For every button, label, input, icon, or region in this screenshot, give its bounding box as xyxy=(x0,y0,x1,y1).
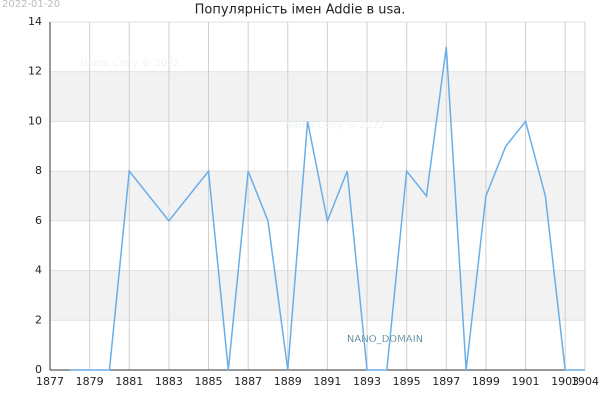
x-tick-label: 1883 xyxy=(155,375,183,388)
x-tick-label: 1885 xyxy=(195,375,223,388)
x-tick-label: 1887 xyxy=(234,375,262,388)
grid-band xyxy=(50,270,585,321)
y-tick-label: 6 xyxy=(35,214,42,227)
y-tick-label: 12 xyxy=(28,65,42,78)
x-tick-label: 1901 xyxy=(512,375,540,388)
badge: NANO_DOMAIN xyxy=(347,334,423,345)
x-tick-label: 1881 xyxy=(115,375,143,388)
x-tick-label: 1895 xyxy=(393,375,421,388)
watermark: Name Ceny © 2022 xyxy=(285,120,385,131)
y-tick-label: 14 xyxy=(28,15,42,28)
y-tick-label: 8 xyxy=(35,164,42,177)
x-tick-label: 1899 xyxy=(472,375,500,388)
x-tick-label: 1897 xyxy=(432,375,460,388)
chart-title: Популярність імен Addie в usa. xyxy=(195,3,406,18)
x-tick-label: 1889 xyxy=(274,375,302,388)
x-tick-label: 1903 xyxy=(551,375,579,388)
watermark: Name Ceny © 2022 xyxy=(150,203,250,214)
x-tick-label: 1904 xyxy=(571,375,599,388)
grid-band xyxy=(50,71,585,122)
x-tick-label: 1891 xyxy=(313,375,341,388)
x-tick-label: 1877 xyxy=(36,375,64,388)
y-tick-label: 2 xyxy=(35,313,42,326)
x-tick-label: 1893 xyxy=(353,375,381,388)
x-tick-label: 1879 xyxy=(76,375,104,388)
y-tick-label: 4 xyxy=(35,264,42,277)
watermark: Name Ceny © 2022 xyxy=(80,58,180,69)
date: 2022-01-20 xyxy=(2,0,60,10)
y-tick-label: 10 xyxy=(28,114,42,127)
y-tick-label: 0 xyxy=(35,363,42,376)
line xyxy=(69,46,585,371)
grid-band xyxy=(50,171,585,221)
